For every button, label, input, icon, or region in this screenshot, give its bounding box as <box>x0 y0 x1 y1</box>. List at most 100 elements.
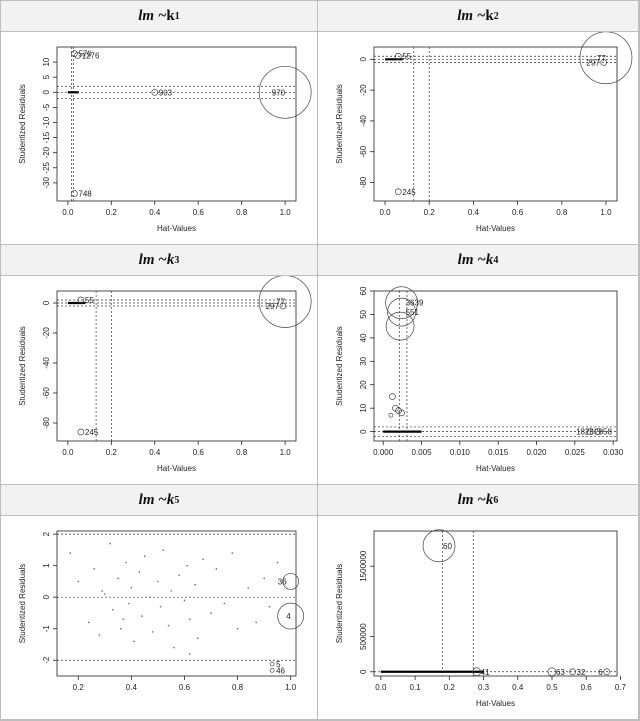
y-tick-label: -60 <box>42 387 51 399</box>
point-label: 245 <box>402 188 416 197</box>
data-point <box>98 634 101 636</box>
y-tick-label: -80 <box>359 176 368 188</box>
x-tick-label: 0.8 <box>236 208 248 217</box>
data-point <box>101 590 103 592</box>
influence-point <box>282 573 300 590</box>
point-label: 5 <box>276 660 281 669</box>
data-point <box>210 612 212 614</box>
data-point <box>173 646 175 649</box>
data-point <box>138 571 141 573</box>
x-tick-label: 0.2 <box>106 448 118 457</box>
influence-point <box>422 529 456 563</box>
influence-point <box>151 88 159 96</box>
x-tick-label: 0.4 <box>149 208 161 217</box>
data-point <box>183 599 186 602</box>
title-k: k <box>485 491 494 508</box>
y-axis-label: Studentized Residuals <box>335 564 344 644</box>
x-tick-label: 0.6 <box>512 208 524 217</box>
data-point <box>117 577 119 580</box>
data-point <box>202 558 204 561</box>
x-tick-label: 0.030 <box>603 448 624 457</box>
x-tick-label: 0.6 <box>193 448 205 457</box>
y-tick-label: -20 <box>42 146 51 158</box>
data-point <box>188 618 191 621</box>
point-label: 297 <box>266 302 280 311</box>
y-tick-label: 0 <box>359 429 368 434</box>
influence-point <box>77 296 85 304</box>
panel-k6: lm ~ k 6 0.0 0.1 0.2 0.3 0.4 0.5 0.6 0.7 0 500000 15… <box>318 485 639 720</box>
title-main: lm ~ <box>457 7 486 24</box>
y-tick-label: 0 <box>42 594 51 599</box>
x-axis-label: Hat-Values <box>476 464 515 473</box>
point-label: 2858 <box>594 428 612 437</box>
title-subscript: 3 <box>174 254 180 266</box>
data-point <box>196 637 199 639</box>
title-subscript: 6 <box>493 494 499 506</box>
influence-point <box>77 428 85 436</box>
residual-plot-k5: 0.2 0.4 0.6 0.8 1.0 -2 -1 0 1 2 Studentized Residu… <box>18 530 305 692</box>
x-tick-label: 0.2 <box>424 208 436 217</box>
y-tick-label: -60 <box>359 145 368 157</box>
x-tick-label: 0.4 <box>126 683 138 692</box>
point-label: 36 <box>278 577 287 586</box>
influence-point <box>569 668 576 676</box>
title-k: k <box>485 7 494 24</box>
y-tick-label: -25 <box>42 161 51 173</box>
point-label: 60 <box>443 542 452 551</box>
x-axis-label: Hat-Values <box>157 224 196 233</box>
point-label: 570 <box>78 50 92 59</box>
point-label: 297 <box>586 58 600 67</box>
influence-point <box>603 668 611 676</box>
data-point <box>130 586 133 589</box>
y-tick-label: 50 <box>359 309 368 318</box>
x-tick-label: 1.0 <box>280 208 292 217</box>
panel-k2: lm ~ k 2 0.0 0.2 0.4 0.6 0.8 1.0 -80 -60 -40 -20 0 Ha… <box>318 1 639 245</box>
data-point <box>186 564 188 567</box>
influence-point <box>387 297 416 327</box>
data-point <box>111 609 114 611</box>
point-label: 903 <box>159 88 173 97</box>
y-tick-label: 2 <box>42 531 51 536</box>
x-axis-label: Hat-Values <box>476 699 515 708</box>
y-tick-label: 30 <box>359 356 368 365</box>
y-tick-label: 0 <box>359 669 368 674</box>
x-tick-label: 0.010 <box>450 448 471 457</box>
y-axis-label: Studentized Residuals <box>18 564 27 644</box>
y-tick-label: 1 <box>42 563 51 568</box>
title-main: lm ~ <box>138 491 167 508</box>
data-point <box>93 568 95 570</box>
influence-point <box>74 52 81 59</box>
data-point <box>69 552 72 554</box>
x-tick-label: 0.015 <box>488 448 509 457</box>
data-point <box>162 549 165 551</box>
x-tick-label: 0.1 <box>410 683 422 692</box>
data-point <box>149 596 151 598</box>
x-tick-label: 0.6 <box>179 683 191 692</box>
data-point <box>119 627 122 630</box>
y-tick-label: -20 <box>359 84 368 96</box>
data-point <box>268 605 271 608</box>
data-point <box>125 561 127 564</box>
point-label: 3639 <box>406 299 424 308</box>
data-point <box>263 577 265 580</box>
influence-point <box>279 302 287 310</box>
y-tick-label: 60 <box>359 286 368 295</box>
data-point <box>194 583 196 586</box>
y-tick-label: 500000 <box>359 623 368 650</box>
data-point <box>88 621 90 624</box>
x-tick-label: 0.0 <box>375 683 387 692</box>
x-tick-label: 0.0 <box>379 208 391 217</box>
point-label: 970 <box>272 88 286 97</box>
title-subscript: 5 <box>174 494 180 506</box>
data-point <box>159 605 162 608</box>
influence-point <box>258 65 312 119</box>
plot-frame <box>56 46 297 202</box>
residual-plot-k3: 0.0 0.2 0.4 0.6 0.8 1.0 -80 -60 -40 -20 0 Hat-Value… <box>18 276 312 473</box>
y-tick-label: -10 <box>42 116 51 128</box>
data-point <box>104 593 106 595</box>
data-point <box>276 561 279 564</box>
x-tick-label: 0.4 <box>512 683 524 692</box>
